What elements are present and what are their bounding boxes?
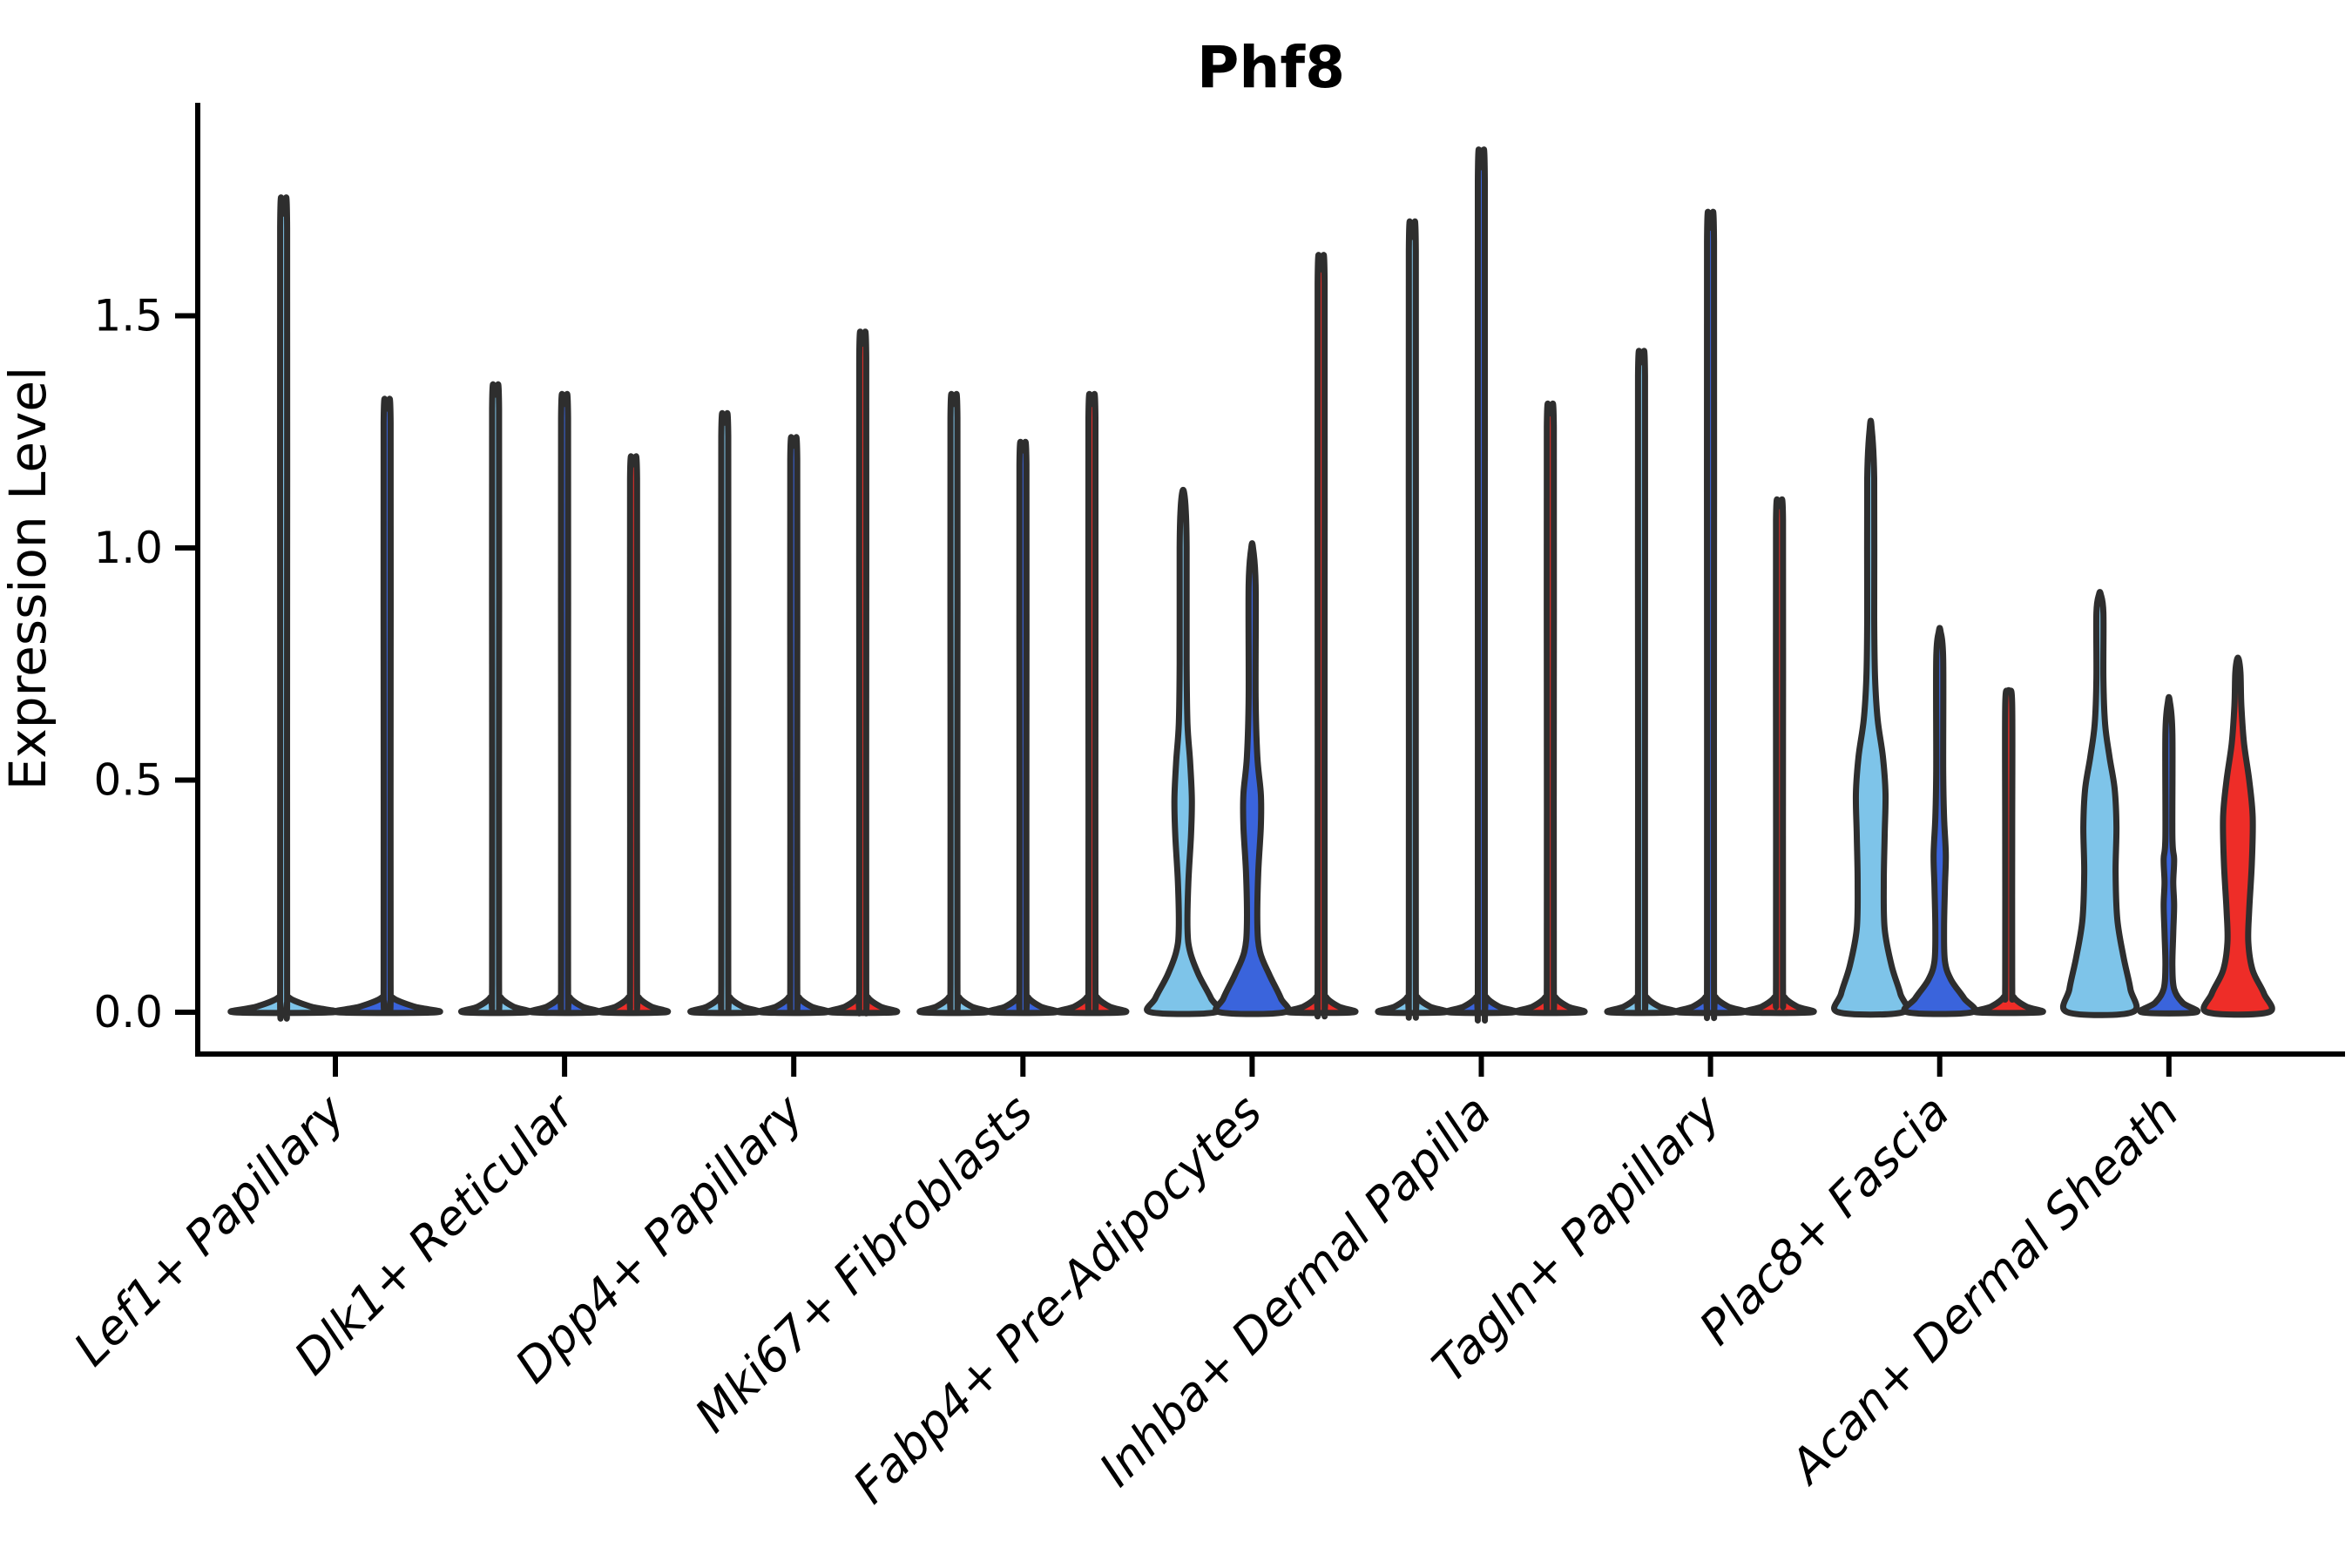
- violin: [1443, 146, 1519, 1024]
- violin: [985, 438, 1061, 1017]
- y-tick-label: 1.0: [93, 523, 163, 573]
- x-tick-label: Acan+ Dermal Sheath: [1778, 1085, 2189, 1496]
- violin: [2200, 654, 2275, 1018]
- violin: [1831, 417, 1910, 1018]
- violin: [1901, 625, 1978, 1017]
- x-tick-label: Fabp4+ Pre-Adipocytes: [842, 1085, 1272, 1514]
- x-tick-label: Inhba+ Dermal Papilla: [1089, 1085, 1502, 1497]
- violin: [1742, 496, 1817, 1017]
- violin-layer: [227, 146, 2275, 1024]
- violin: [1512, 400, 1588, 1017]
- violin: [687, 409, 762, 1017]
- violin: [1054, 390, 1130, 1017]
- violin: [331, 395, 443, 1017]
- violin: [1604, 348, 1680, 1017]
- violin: [1144, 486, 1223, 1017]
- y-axis-label: Expression Level: [0, 367, 57, 790]
- violin: [1971, 686, 2046, 1017]
- violin: [527, 390, 602, 1017]
- y-tick-label: 1.5: [93, 291, 163, 341]
- violin: [2137, 693, 2201, 1017]
- violin: [227, 194, 340, 1022]
- y-tick-label: 0.5: [93, 755, 163, 806]
- violin: [596, 453, 672, 1017]
- y-tick-label: 0.0: [93, 987, 163, 1037]
- violin: [825, 328, 901, 1017]
- violin: [2060, 589, 2140, 1018]
- violin: [756, 434, 831, 1017]
- violin: [1283, 252, 1359, 1020]
- violin: [916, 390, 991, 1017]
- violin: [1375, 218, 1450, 1021]
- violin: [1213, 540, 1292, 1017]
- violin: [458, 381, 533, 1017]
- chart-title: Phf8: [1197, 34, 1345, 101]
- violin: [1673, 208, 1748, 1022]
